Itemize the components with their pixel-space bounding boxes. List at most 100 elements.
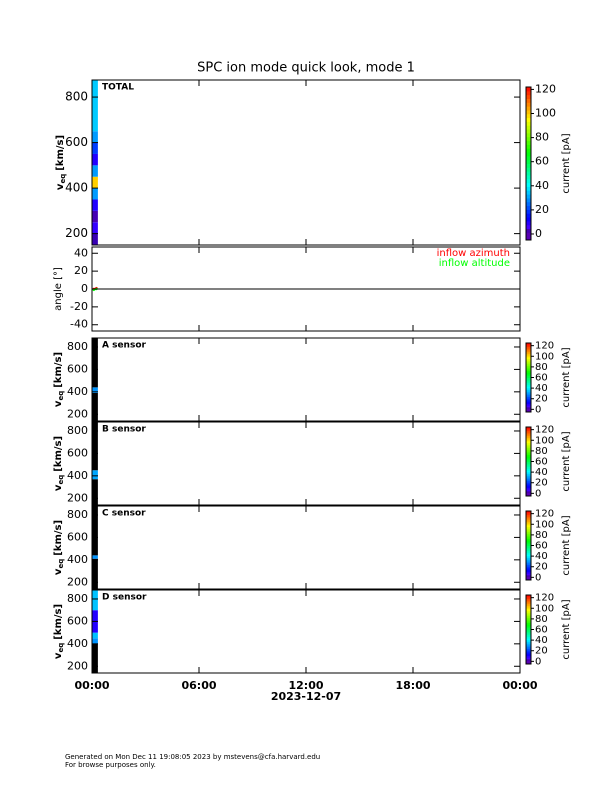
colorbar-tick-label: 60 bbox=[535, 457, 548, 468]
colorbar-segment bbox=[526, 106, 531, 111]
colorbar-label: current [pA] bbox=[561, 599, 572, 659]
colorbar-segment bbox=[526, 603, 531, 606]
heatmap-cell bbox=[92, 470, 98, 480]
colorbar-segment bbox=[526, 346, 531, 349]
colorbar-segment bbox=[526, 344, 531, 347]
colorbar-segment bbox=[526, 405, 531, 408]
y-axis-label-part: [km/s] bbox=[53, 604, 64, 640]
colorbar-segment bbox=[526, 531, 531, 534]
y-tick-label: 40 bbox=[74, 246, 88, 259]
y-tick-label: 800 bbox=[65, 90, 88, 104]
colorbar-segment bbox=[526, 492, 531, 495]
colorbar-segment bbox=[526, 365, 531, 368]
y-tick-label: 400 bbox=[67, 637, 88, 650]
y-tick-label: 400 bbox=[65, 181, 88, 195]
legend-entry: inflow altitude bbox=[439, 258, 510, 269]
colorbar-segment bbox=[526, 483, 531, 487]
colorbar-segment bbox=[526, 391, 531, 394]
colorbar-segment bbox=[526, 197, 531, 203]
y-axis-label-part: [km/s] bbox=[53, 520, 64, 556]
colorbar-segment bbox=[526, 224, 531, 230]
colorbar-segment bbox=[526, 387, 531, 391]
heatmap-cell bbox=[92, 632, 98, 639]
colorbar-segment bbox=[526, 129, 531, 134]
colorbar-segment bbox=[526, 351, 531, 354]
colorbar-segment bbox=[526, 363, 531, 366]
colorbar-segment bbox=[526, 648, 531, 651]
colorbar-segment bbox=[526, 433, 531, 437]
colorbar-segment bbox=[526, 348, 531, 351]
colorbar-segment bbox=[526, 547, 531, 550]
colorbar-segment bbox=[526, 410, 531, 413]
colorbar-tick-label: 0 bbox=[535, 572, 541, 583]
colorbar-segment bbox=[526, 471, 531, 475]
colorbar-segment bbox=[526, 512, 531, 515]
colorbar-segment bbox=[526, 578, 531, 581]
colorbar-segment bbox=[526, 524, 531, 528]
panel-label: D sensor bbox=[102, 593, 147, 603]
colorbar-segment bbox=[526, 533, 531, 536]
colorbar-segment bbox=[526, 382, 531, 385]
colorbar-segment bbox=[526, 596, 531, 599]
colorbar-segment bbox=[526, 477, 531, 480]
colorbar-tick-label: 80 bbox=[535, 530, 548, 541]
colorbar-segment bbox=[526, 552, 531, 555]
colorbar-segment bbox=[526, 622, 531, 625]
heatmap-cell bbox=[92, 176, 98, 189]
heatmap-cell bbox=[92, 165, 98, 177]
colorbar-segment bbox=[526, 651, 531, 655]
y-axis-label-part: [km/s] bbox=[53, 352, 64, 388]
colorbar-segment bbox=[526, 478, 531, 481]
colorbar-segment bbox=[526, 569, 531, 572]
colorbar-segment bbox=[526, 144, 531, 149]
colorbar-segment bbox=[526, 389, 531, 392]
colorbar-segment bbox=[526, 442, 531, 445]
colorbar-segment bbox=[526, 155, 531, 161]
colorbar-tick-label: 40 bbox=[535, 551, 548, 562]
y-tick-label: 0 bbox=[81, 282, 88, 295]
colorbar-segment bbox=[526, 627, 531, 630]
colorbar-segment bbox=[526, 136, 531, 142]
colorbar-segment bbox=[526, 528, 531, 531]
colorbar-segment bbox=[526, 482, 531, 485]
colorbar-segment bbox=[526, 638, 531, 641]
colorbar-segment bbox=[526, 542, 531, 545]
y-tick-label: 600 bbox=[67, 362, 88, 375]
colorbar-segment bbox=[526, 660, 531, 663]
heatmap-cell bbox=[92, 80, 98, 132]
colorbar-tick-label: 100 bbox=[535, 603, 554, 614]
colorbar-segment bbox=[526, 605, 531, 608]
colorbar-segment bbox=[526, 595, 531, 598]
colorbar-tick-label: 80 bbox=[535, 131, 549, 144]
panel-label: B sensor bbox=[102, 425, 146, 435]
y-axis-label-part: v bbox=[53, 652, 64, 659]
colorbar-segment bbox=[526, 205, 531, 210]
colorbar-segment bbox=[526, 634, 531, 637]
colorbar-segment bbox=[526, 562, 531, 565]
colorbar-segment bbox=[526, 610, 531, 613]
colorbar-segment bbox=[526, 379, 531, 382]
colorbar-segment bbox=[526, 662, 531, 665]
colorbar-segment bbox=[526, 624, 531, 627]
y-axis-label-sub: eq bbox=[57, 643, 65, 653]
footer-line: For browse purposes only. bbox=[65, 761, 156, 769]
heatmap-cell bbox=[92, 338, 98, 388]
colorbar-segment bbox=[526, 445, 531, 449]
colorbar-segment bbox=[526, 427, 531, 430]
panel-label: C sensor bbox=[102, 509, 146, 519]
colorbar-segment bbox=[526, 564, 531, 567]
colorbar-segment bbox=[526, 636, 531, 639]
colorbar-segment bbox=[526, 209, 531, 214]
colorbar-segment bbox=[526, 526, 531, 529]
colorbar-segment bbox=[526, 574, 531, 578]
y-axis-label: veq [km/s] bbox=[53, 352, 65, 407]
colorbar-segment bbox=[526, 573, 531, 576]
y-axis-label: veq [km/s] bbox=[53, 520, 65, 575]
colorbar-tick-label: 20 bbox=[535, 203, 549, 216]
y-tick-label: 600 bbox=[67, 614, 88, 627]
colorbar-label: current [pA] bbox=[561, 347, 572, 407]
colorbar-tick-label: 60 bbox=[535, 155, 549, 168]
colorbar-tick-label: 0 bbox=[535, 488, 541, 499]
colorbar-segment bbox=[526, 617, 531, 620]
